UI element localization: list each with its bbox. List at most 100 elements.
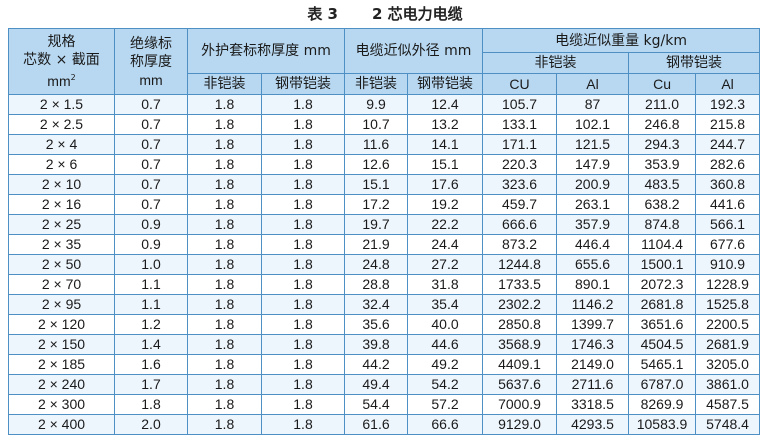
cell-weight-cu: 459.7 bbox=[482, 194, 558, 215]
cell-diameter-armored: 57.2 bbox=[407, 394, 484, 415]
cell-weight-armored-al: 910.9 bbox=[695, 254, 761, 275]
table-row: 2 × 70 1.1 1.8 1.8 28.8 31.8 1733.5 890.1 2072.3… bbox=[8, 274, 761, 295]
header-weight-armored-al: Al bbox=[695, 73, 761, 95]
cell-weight-al: 890.1 bbox=[556, 274, 630, 295]
cell-spec: 2 × 4 bbox=[8, 134, 115, 155]
cell-weight-al: 263.1 bbox=[556, 194, 630, 215]
cell-insulation: 1.6 bbox=[114, 354, 188, 375]
cell-sheath-non-armored: 1.8 bbox=[187, 394, 262, 415]
cell-insulation: 0.7 bbox=[114, 134, 188, 155]
cell-weight-cu: 171.1 bbox=[482, 134, 558, 155]
cell-sheath-armored: 1.8 bbox=[260, 134, 346, 155]
cell-sheath-non-armored: 1.8 bbox=[187, 334, 262, 355]
cell-insulation: 1.2 bbox=[114, 314, 188, 335]
cell-weight-armored-al: 3861.0 bbox=[695, 374, 761, 395]
cell-weight-armored-al: 192.3 bbox=[695, 94, 761, 115]
cell-spec: 2 × 70 bbox=[8, 274, 115, 295]
table-row: 2 × 10 0.7 1.8 1.8 15.1 17.6 323.6 200.9 483.5 36… bbox=[8, 174, 761, 195]
cell-diameter-armored: 35.4 bbox=[407, 294, 484, 315]
cell-sheath-non-armored: 1.8 bbox=[187, 194, 262, 215]
table-row: 2 × 35 0.9 1.8 1.8 21.9 24.4 873.2 446.4 1104.4 6… bbox=[8, 234, 761, 255]
header-sheath-non-armored: 非铠装 bbox=[187, 73, 262, 95]
header-diameter: 电缆近似外径 mm bbox=[344, 28, 484, 74]
header-sheath: 外护套标称厚度 mm bbox=[186, 28, 346, 74]
cell-sheath-non-armored: 1.8 bbox=[187, 134, 262, 155]
cell-diameter-non-armored: 32.4 bbox=[344, 294, 409, 315]
cell-weight-armored-al: 4587.5 bbox=[695, 394, 761, 415]
cell-sheath-armored: 1.8 bbox=[260, 174, 346, 195]
cell-diameter-armored: 14.1 bbox=[407, 134, 484, 155]
header-weight-armored-cu: Cu bbox=[628, 73, 697, 95]
header-diameter-non-armored: 非铠装 bbox=[344, 73, 409, 95]
cell-sheath-armored: 1.8 bbox=[260, 194, 346, 215]
cell-sheath-non-armored: 1.8 bbox=[187, 354, 262, 375]
cell-diameter-non-armored: 21.9 bbox=[344, 234, 409, 255]
cell-sheath-non-armored: 1.8 bbox=[187, 174, 262, 195]
cell-insulation: 1.1 bbox=[114, 274, 188, 295]
cell-diameter-non-armored: 44.2 bbox=[344, 354, 409, 375]
header-insulation: 绝缘标 称厚度 mm bbox=[114, 28, 188, 95]
cell-diameter-armored: 44.6 bbox=[407, 334, 484, 355]
cell-sheath-armored: 1.8 bbox=[260, 354, 346, 375]
cell-weight-cu: 220.3 bbox=[482, 154, 558, 175]
cell-weight-al: 102.1 bbox=[556, 114, 630, 135]
cell-sheath-armored: 1.8 bbox=[260, 254, 346, 275]
cell-insulation: 1.0 bbox=[114, 254, 188, 275]
cell-diameter-non-armored: 12.6 bbox=[344, 154, 409, 175]
cell-weight-armored-cu: 638.2 bbox=[628, 194, 697, 215]
cell-spec: 2 × 240 bbox=[8, 374, 115, 395]
cell-weight-armored-cu: 246.8 bbox=[628, 114, 697, 135]
cell-spec: 2 × 150 bbox=[8, 334, 115, 355]
cell-weight-al: 121.5 bbox=[556, 134, 630, 155]
header-weight-non-armored: 非铠装 bbox=[482, 52, 630, 74]
cell-sheath-non-armored: 1.8 bbox=[187, 314, 262, 335]
cell-weight-armored-al: 244.7 bbox=[695, 134, 761, 155]
cell-weight-armored-al: 677.6 bbox=[695, 234, 761, 255]
cell-weight-armored-al: 2681.9 bbox=[695, 334, 761, 355]
cell-insulation: 0.9 bbox=[114, 234, 188, 255]
cell-sheath-armored: 1.8 bbox=[260, 214, 346, 235]
cell-insulation: 1.1 bbox=[114, 294, 188, 315]
table-row: 2 × 300 1.8 1.8 1.8 54.4 57.2 7000.9 3318.5 8269… bbox=[8, 394, 761, 415]
cell-weight-armored-al: 360.8 bbox=[695, 174, 761, 195]
table-row: 2 × 50 1.0 1.8 1.8 24.8 27.2 1244.8 655.6 1500.1… bbox=[8, 254, 761, 275]
table-row: 2 × 6 0.7 1.8 1.8 12.6 15.1 220.3 147.9 353.9 282… bbox=[8, 154, 761, 175]
table-body: 2 × 1.5 0.7 1.8 1.8 9.9 12.4 105.7 87 211.0 192.3… bbox=[8, 94, 761, 435]
cell-insulation: 0.9 bbox=[114, 214, 188, 235]
cell-sheath-armored: 1.8 bbox=[260, 274, 346, 295]
cell-diameter-non-armored: 28.8 bbox=[344, 274, 409, 295]
cell-weight-cu: 4409.1 bbox=[482, 354, 558, 375]
cell-sheath-armored: 1.8 bbox=[260, 294, 346, 315]
cell-sheath-armored: 1.8 bbox=[260, 334, 346, 355]
cell-diameter-armored: 24.4 bbox=[407, 234, 484, 255]
cell-insulation: 1.4 bbox=[114, 334, 188, 355]
cell-weight-cu: 9129.0 bbox=[482, 414, 558, 435]
cell-spec: 2 × 10 bbox=[8, 174, 115, 195]
cell-spec: 2 × 25 bbox=[8, 214, 115, 235]
cell-weight-armored-al: 441.6 bbox=[695, 194, 761, 215]
cell-sheath-armored: 1.8 bbox=[260, 234, 346, 255]
cell-weight-al: 1146.2 bbox=[556, 294, 630, 315]
cell-spec: 2 × 95 bbox=[8, 294, 115, 315]
cell-weight-cu: 5637.6 bbox=[482, 374, 558, 395]
table-title: 2 芯电力电缆 bbox=[372, 5, 463, 23]
cell-sheath-non-armored: 1.8 bbox=[187, 374, 262, 395]
cell-weight-al: 87 bbox=[556, 94, 630, 115]
cell-sheath-armored: 1.8 bbox=[260, 114, 346, 135]
cell-sheath-armored: 1.8 bbox=[260, 154, 346, 175]
cell-weight-cu: 105.7 bbox=[482, 94, 558, 115]
table-row: 2 × 150 1.4 1.8 1.8 39.8 44.6 3568.9 1746.3 4504… bbox=[8, 334, 761, 355]
cell-diameter-armored: 54.2 bbox=[407, 374, 484, 395]
cell-weight-cu: 2850.8 bbox=[482, 314, 558, 335]
cell-diameter-non-armored: 17.2 bbox=[344, 194, 409, 215]
cell-spec: 2 × 1.5 bbox=[8, 94, 115, 115]
cell-weight-cu: 2302.2 bbox=[482, 294, 558, 315]
cell-weight-armored-cu: 10583.9 bbox=[628, 414, 697, 435]
cell-spec: 2 × 120 bbox=[8, 314, 115, 335]
table-row: 2 × 95 1.1 1.8 1.8 32.4 35.4 2302.2 1146.2 2681.… bbox=[8, 294, 761, 315]
cell-weight-armored-al: 215.8 bbox=[695, 114, 761, 135]
cell-weight-al: 446.4 bbox=[556, 234, 630, 255]
cell-weight-armored-cu: 4504.5 bbox=[628, 334, 697, 355]
cell-weight-cu: 7000.9 bbox=[482, 394, 558, 415]
cell-diameter-non-armored: 54.4 bbox=[344, 394, 409, 415]
